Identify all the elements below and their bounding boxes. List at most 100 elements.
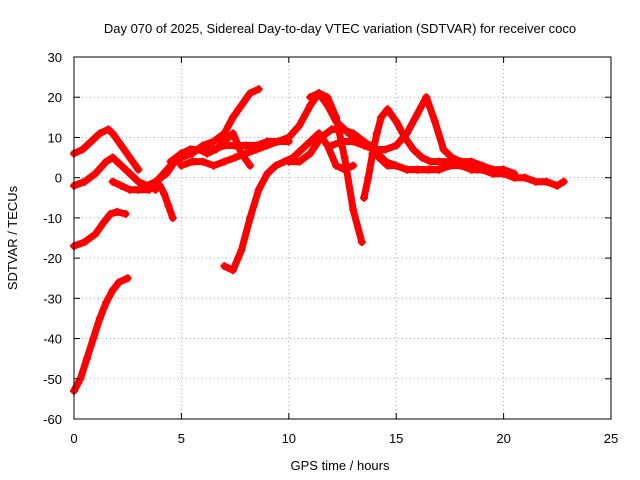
data-point — [115, 278, 124, 287]
data-point — [220, 157, 229, 166]
data-point — [349, 137, 358, 146]
data-point — [198, 145, 207, 154]
data-point — [108, 286, 117, 295]
data-point — [121, 209, 130, 218]
x-tick-label: 25 — [604, 431, 618, 446]
data-point — [332, 117, 341, 126]
data-point — [553, 181, 562, 190]
data-point — [102, 157, 111, 166]
data-point — [488, 169, 497, 178]
data-point — [392, 141, 401, 150]
data-point — [359, 141, 368, 150]
data-point — [372, 129, 381, 138]
data-point — [246, 213, 255, 222]
x-tick-label: 15 — [389, 431, 403, 446]
data-point — [426, 157, 435, 166]
data-point — [254, 85, 263, 94]
data-point — [295, 121, 304, 130]
data-point — [91, 169, 100, 178]
data-point — [254, 185, 263, 194]
data-point — [435, 165, 444, 174]
data-point — [377, 113, 386, 122]
data-point — [402, 165, 411, 174]
data-point — [284, 137, 293, 146]
data-point — [383, 105, 392, 114]
data-point — [237, 101, 246, 110]
data-point — [82, 354, 91, 363]
data-point — [306, 101, 315, 110]
series-arc-4 — [70, 274, 132, 395]
data-point — [209, 161, 218, 170]
data-point — [228, 129, 237, 138]
data-point — [134, 177, 143, 186]
series-arc-14 — [360, 105, 518, 202]
data-point — [271, 161, 280, 170]
data-point — [284, 157, 293, 166]
data-point — [108, 153, 117, 162]
data-point — [89, 334, 98, 343]
data-point — [413, 165, 422, 174]
data-point — [231, 153, 240, 162]
data-point — [542, 177, 551, 186]
data-point — [467, 165, 476, 174]
data-point — [198, 157, 207, 166]
data-point — [209, 137, 218, 146]
y-tick-label: 0 — [55, 171, 62, 186]
data-point — [381, 145, 390, 154]
y-tick-label: -20 — [43, 251, 62, 266]
data-point — [112, 207, 121, 216]
data-point — [340, 125, 349, 134]
data-point — [327, 141, 336, 150]
data-point — [422, 93, 431, 102]
data-point — [100, 217, 109, 226]
y-tick-label: -40 — [43, 332, 62, 347]
data-point — [241, 149, 250, 158]
data-point — [392, 161, 401, 170]
data-point — [340, 165, 349, 174]
data-point — [188, 157, 197, 166]
data-point — [220, 129, 229, 138]
data-point — [125, 153, 134, 162]
data-point — [177, 161, 186, 170]
data-point — [274, 137, 283, 146]
data-point — [104, 125, 113, 134]
data-point — [80, 177, 89, 186]
data-point — [456, 157, 465, 166]
data-point — [478, 165, 487, 174]
data-point — [323, 101, 332, 110]
data-point — [439, 145, 448, 154]
data-point — [435, 157, 444, 166]
data-point — [392, 117, 401, 126]
data-point — [166, 157, 175, 166]
data-point — [220, 262, 229, 271]
data-point — [134, 185, 143, 194]
y-tick-label: 30 — [48, 50, 62, 65]
data-point — [125, 169, 134, 178]
y-tick-label: -50 — [43, 372, 62, 387]
data-point — [306, 149, 315, 158]
data-point — [263, 141, 272, 150]
data-point — [108, 177, 117, 186]
data-series — [70, 85, 568, 395]
series-arc-2 — [70, 154, 160, 194]
data-point — [151, 177, 160, 186]
data-point — [220, 141, 229, 150]
data-point — [237, 246, 246, 255]
data-point — [424, 165, 433, 174]
data-point — [338, 137, 347, 146]
data-point — [467, 157, 476, 166]
data-point — [108, 129, 117, 138]
data-point — [95, 129, 104, 138]
data-point — [160, 189, 169, 198]
data-point — [80, 238, 89, 247]
data-point — [209, 145, 218, 154]
data-point — [314, 89, 323, 98]
y-axis-label: SDTVAR / TECUs — [5, 185, 20, 290]
data-point — [306, 93, 315, 102]
y-tick-label: 10 — [48, 130, 62, 145]
data-point — [228, 113, 237, 122]
data-point — [417, 153, 426, 162]
data-point — [241, 141, 250, 150]
data-point — [297, 145, 306, 154]
x-tick-label: 10 — [282, 431, 296, 446]
